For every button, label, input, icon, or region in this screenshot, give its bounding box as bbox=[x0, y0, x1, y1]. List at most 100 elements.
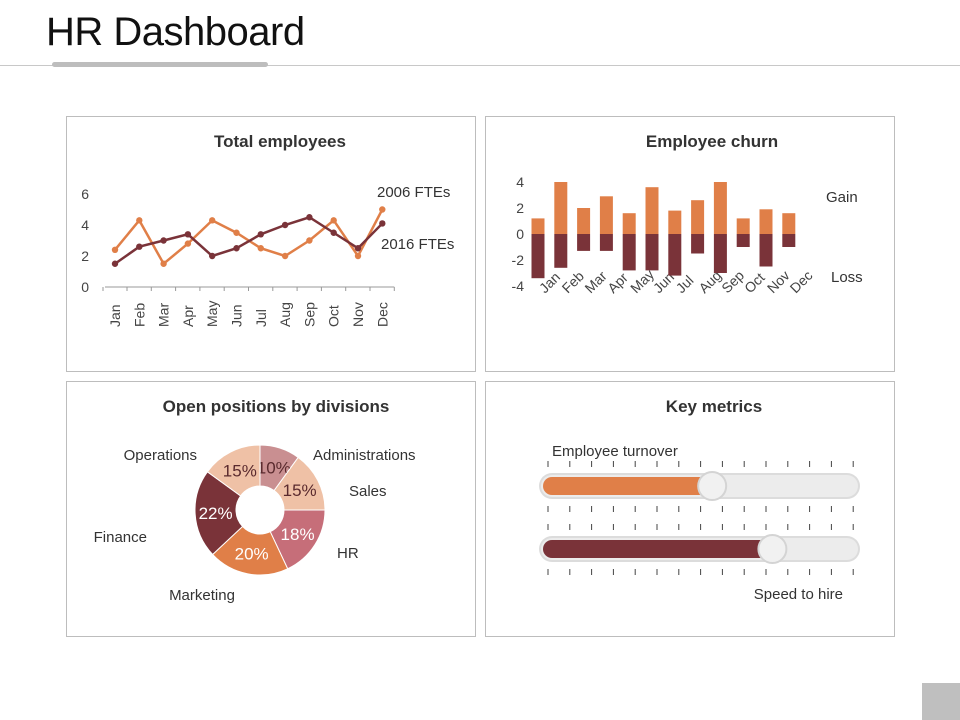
data-point bbox=[184, 231, 192, 238]
loss-bar bbox=[713, 234, 727, 273]
data-point bbox=[184, 240, 192, 247]
data-point bbox=[281, 221, 289, 229]
slider-fill bbox=[543, 540, 773, 558]
series-line-1 bbox=[114, 208, 384, 266]
x-tick-label: Jun bbox=[229, 304, 245, 327]
corner-decoration bbox=[922, 683, 960, 720]
gain-bar bbox=[554, 182, 568, 234]
gain-bar bbox=[736, 218, 750, 234]
data-point bbox=[160, 260, 167, 267]
loss-bar bbox=[691, 234, 705, 254]
y-tick-label: 0 bbox=[81, 279, 89, 295]
loss-bar bbox=[577, 234, 591, 251]
data-point bbox=[136, 243, 143, 250]
x-tick-label: Feb bbox=[131, 303, 147, 327]
data-point bbox=[306, 237, 313, 244]
x-tick-label: Mar bbox=[581, 268, 610, 297]
loss-bar bbox=[599, 234, 613, 251]
slice-percent-label: 15% bbox=[283, 481, 317, 500]
gain-bar bbox=[668, 210, 682, 234]
gain-bar bbox=[577, 208, 591, 234]
slice-category-label: Administrations bbox=[313, 447, 416, 464]
loss-bar bbox=[554, 234, 568, 268]
open-positions-panel: Open positions by divisions 10% Administra… bbox=[66, 381, 476, 637]
x-tick-label: Oct bbox=[741, 269, 768, 296]
loss-bar bbox=[668, 234, 682, 276]
data-point bbox=[209, 217, 216, 224]
slice-category-label: Finance bbox=[94, 529, 147, 546]
total-employees-chart: Total employees Jan Feb Mar Apr May Jun Jul Aug S… bbox=[81, 132, 454, 327]
x-tick-label: Jul bbox=[673, 272, 697, 296]
metric-label: Employee turnover bbox=[552, 443, 678, 460]
data-point bbox=[306, 214, 313, 221]
pie-slice bbox=[211, 525, 289, 576]
data-point bbox=[160, 237, 167, 244]
y-tick-label: 0 bbox=[516, 226, 524, 242]
y-tick-label: 2 bbox=[516, 200, 524, 216]
data-point bbox=[257, 231, 264, 238]
gain-bar bbox=[599, 196, 613, 234]
chart-title: Total employees bbox=[214, 132, 346, 151]
y-tick-label: 4 bbox=[516, 174, 524, 190]
x-tick-label: Jul bbox=[253, 309, 269, 327]
data-point bbox=[354, 245, 362, 252]
x-tick-label: May bbox=[204, 301, 220, 327]
chart-title: Open positions by divisions bbox=[163, 397, 390, 416]
data-point bbox=[111, 260, 119, 267]
slice-percent-label: 15% bbox=[223, 461, 257, 480]
slice-category-label: Sales bbox=[349, 483, 387, 500]
slice-percent-label: 22% bbox=[199, 504, 233, 523]
key-metrics-widget: Key metrics Employee turnover Speed to hir… bbox=[539, 397, 860, 603]
gain-bar bbox=[691, 200, 705, 234]
y-tick-label: 6 bbox=[81, 186, 89, 202]
legend-label: 2016 FTEs bbox=[381, 236, 454, 253]
x-tick-label: Dec bbox=[374, 302, 390, 327]
data-point bbox=[354, 252, 362, 260]
loss-bar bbox=[736, 234, 750, 247]
gain-bar bbox=[759, 209, 773, 234]
slice-percent-label: 10% bbox=[257, 459, 291, 478]
gain-bar bbox=[531, 218, 545, 234]
loss-bar bbox=[759, 234, 773, 267]
chart-title: Employee churn bbox=[646, 132, 778, 151]
title-divider bbox=[0, 65, 960, 66]
legend-label: Gain bbox=[826, 189, 858, 206]
x-tick-label: Aug bbox=[277, 302, 293, 327]
total-employees-panel: Total employees Jan Feb Mar Apr May Jun Jul Aug S… bbox=[66, 116, 476, 372]
metric-label: Speed to hire bbox=[754, 586, 843, 603]
y-tick-label: 4 bbox=[81, 217, 89, 233]
employee-churn-panel: Employee churn 4 2 0 -2 -4 Jan Feb Mar Apr May Jun J… bbox=[485, 116, 895, 372]
y-tick-label: -4 bbox=[512, 278, 525, 294]
y-tick-label: -2 bbox=[512, 252, 525, 268]
key-metrics-panel: Key metrics Employee turnover Speed to hir… bbox=[485, 381, 895, 637]
slice-category-label: Marketing bbox=[169, 587, 235, 604]
open-positions-chart: Open positions by divisions 10% Administra… bbox=[94, 397, 416, 604]
data-point bbox=[209, 252, 216, 260]
page-title: HR Dashboard bbox=[46, 10, 305, 54]
data-point bbox=[136, 217, 143, 224]
legend-label: Loss bbox=[831, 269, 863, 286]
series-line-2 bbox=[114, 215, 384, 265]
gain-bar bbox=[622, 213, 636, 234]
data-point bbox=[257, 245, 264, 252]
data-point bbox=[233, 229, 240, 236]
slice-category-label: HR bbox=[337, 545, 359, 562]
loss-bar bbox=[782, 234, 796, 247]
gain-bar bbox=[645, 187, 659, 234]
legend-label: 2006 FTEs bbox=[377, 184, 450, 201]
x-tick-label: Nov bbox=[350, 302, 366, 327]
loss-bar bbox=[531, 234, 545, 279]
slider-handle bbox=[697, 471, 728, 501]
x-tick-label: Oct bbox=[326, 305, 342, 327]
x-tick-label: Sep bbox=[301, 302, 317, 327]
slice-percent-label: 18% bbox=[281, 525, 315, 544]
x-tick-label: Dec bbox=[787, 267, 816, 296]
slice-category-label: Operations bbox=[124, 447, 197, 464]
slider-handle bbox=[757, 534, 788, 564]
x-tick-label: Feb bbox=[559, 268, 588, 297]
data-point bbox=[281, 252, 289, 260]
x-tick-label: Mar bbox=[156, 303, 172, 327]
gain-bar bbox=[782, 213, 796, 234]
pie-slice bbox=[206, 444, 261, 497]
